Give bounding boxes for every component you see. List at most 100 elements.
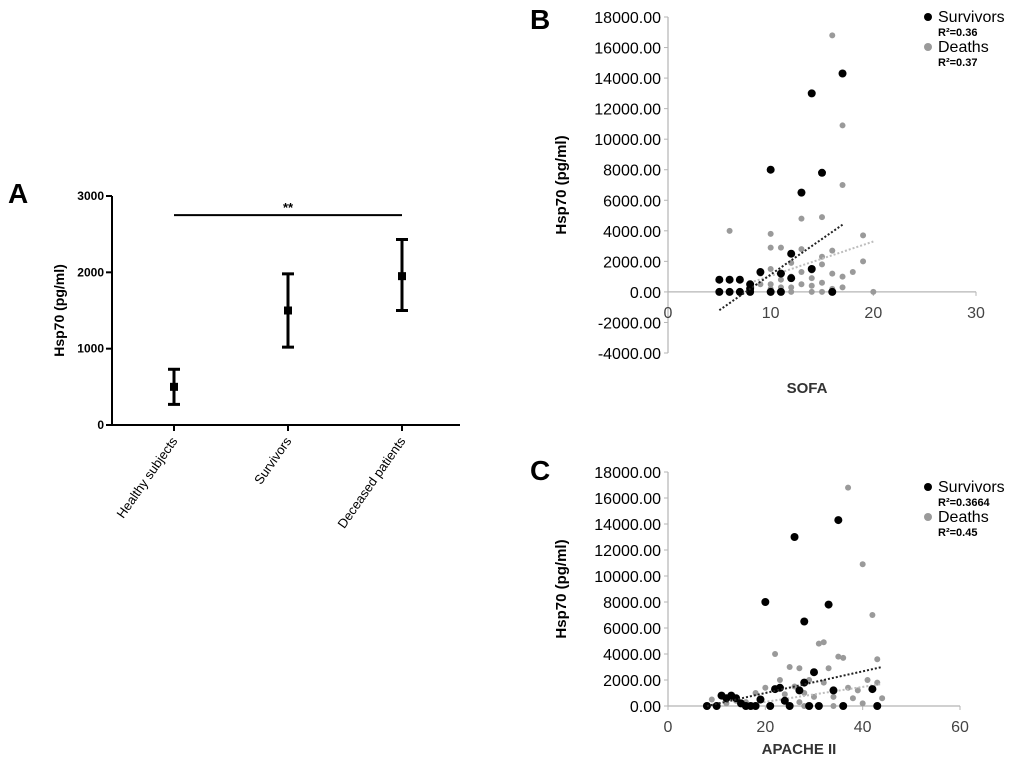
- p1-deaths-point: [870, 288, 877, 295]
- p2-survivors-point: [839, 702, 848, 710]
- p1-survivors-point: [787, 274, 796, 283]
- p1-survivors-point: [725, 287, 734, 296]
- p1-deaths-point: [726, 227, 733, 234]
- p1-survivors-point: [735, 287, 744, 296]
- p1-deaths-point: [829, 270, 836, 277]
- p2-survivors-point: [775, 683, 784, 692]
- p1-survivors-point: [766, 165, 775, 174]
- p1-legend-r2-deaths: R²=0.37: [938, 57, 977, 69]
- p1-y-tick-label: 6000.00: [603, 193, 661, 210]
- p2-deaths-point: [869, 612, 876, 618]
- p1-y-tick-label: 10000.00: [594, 132, 661, 149]
- p1-x-axis-title: SOFA: [787, 380, 828, 397]
- p1-survivors-point: [735, 275, 744, 284]
- p1-deaths-point: [808, 288, 815, 295]
- p1-survivors-point: [797, 188, 806, 197]
- p2-survivors-point: [780, 696, 789, 705]
- p2-deaths-point: [781, 691, 788, 698]
- p1-y-tick-label: 2000.00: [603, 254, 661, 271]
- p1-y-tick-label: -2000.00: [598, 315, 661, 332]
- p1-y-tick-label: 16000.00: [594, 41, 661, 58]
- p2-deaths-point: [776, 677, 783, 683]
- p2-legend-r2-survivors: R²=0.3664: [938, 497, 991, 509]
- p1-survivors-point: [828, 287, 837, 296]
- p2-y-tick-label: 2000.00: [603, 673, 661, 690]
- p2-x-axis-title: APACHE II: [762, 741, 837, 758]
- p1-survivors-point: [807, 265, 816, 273]
- p1-legend-r2-survivors: R²=0.36: [938, 27, 977, 39]
- p1-deaths-point: [860, 258, 867, 265]
- p1-deaths-point: [808, 282, 815, 289]
- p1-survivors-point: [776, 269, 785, 278]
- p1-y-tick-label: 8000.00: [603, 163, 661, 180]
- p1-survivors-trendline: [718, 223, 844, 312]
- p2-y-tick-label: 14000.00: [594, 517, 661, 534]
- p1-deaths-point: [829, 247, 836, 254]
- p2-survivors-point: [761, 598, 770, 606]
- a-x-tick-label: Deceased patients: [334, 434, 408, 531]
- p1-deaths-point: [839, 284, 846, 291]
- p1-legend-label-survivors: Survivors: [938, 9, 1005, 26]
- p2-survivors-point: [756, 695, 765, 704]
- p2-x-tick-label: 20: [756, 719, 774, 736]
- p1-y-tick-label: 18000.00: [594, 10, 661, 27]
- p1-deaths-point: [767, 244, 774, 251]
- a-y-tick-label: 0: [97, 418, 104, 432]
- p2-survivors-point: [790, 533, 799, 541]
- p2-deaths-point: [859, 700, 866, 707]
- p2-deaths-point: [786, 664, 793, 670]
- p2-deaths-point: [830, 693, 837, 700]
- p2-y-tick-label: 8000.00: [603, 595, 661, 612]
- p1-x-tick-label: 0: [664, 305, 673, 322]
- p1-deaths-point: [849, 269, 856, 276]
- p2-deaths-point: [825, 665, 832, 672]
- p2-deaths-point: [796, 699, 803, 706]
- p2-survivors-point: [834, 516, 843, 525]
- p2-deaths-point: [845, 484, 852, 491]
- p1-y-tick-label: 12000.00: [594, 102, 661, 119]
- a-x-tick-label: Survivors: [251, 434, 295, 487]
- p2-deaths-point: [835, 653, 842, 660]
- p1-survivors-point: [715, 287, 724, 296]
- a-mean-marker: [398, 272, 406, 281]
- p1-deaths-point: [767, 230, 774, 237]
- p1-y-tick-label: -4000.00: [598, 346, 661, 363]
- p1-legend-marker-survivors: [924, 13, 932, 21]
- p2-survivors-point: [712, 702, 721, 710]
- p1-deaths-point: [860, 232, 867, 239]
- a-y-tick-label: 3000: [77, 189, 104, 203]
- p2-y-tick-label: 6000.00: [603, 621, 661, 638]
- a-x-tick-label: Healthy subjects: [113, 434, 180, 521]
- p2-deaths-point: [874, 656, 881, 663]
- p1-deaths-point: [819, 261, 825, 268]
- p1-deaths-point: [777, 244, 784, 251]
- p1-deaths-point: [777, 276, 784, 283]
- a-y-axis-title: Hsp70 (pg/ml): [51, 264, 67, 357]
- a-significance-label: **: [283, 200, 294, 215]
- p2-deaths-trendline: [755, 682, 883, 705]
- p1-legend-label-deaths: Deaths: [938, 39, 989, 56]
- p1-survivors-point: [776, 287, 785, 296]
- panel-label-c: C: [530, 455, 551, 486]
- p2-deaths-point: [864, 677, 871, 683]
- p1-y-tick-label: 4000.00: [603, 224, 661, 241]
- p1-deaths-point: [819, 288, 825, 295]
- p2-y-axis-title: Hsp70 (pg/ml): [553, 539, 570, 638]
- p2-survivors-point: [795, 686, 804, 695]
- p1-deaths-point: [798, 246, 805, 253]
- p1-deaths-point: [839, 122, 846, 129]
- p1-deaths-point: [798, 215, 805, 222]
- p1-deaths-point: [829, 32, 836, 39]
- p1-y-axis-title: Hsp70 (pg/ml): [553, 135, 570, 234]
- p2-survivors-point: [766, 702, 775, 710]
- p2-survivors-point: [868, 685, 877, 694]
- p2-legend-marker-survivors: [924, 483, 932, 491]
- p1-survivors-point: [807, 89, 816, 98]
- p1-survivors-point: [715, 275, 724, 284]
- p2-survivors-point: [829, 686, 838, 695]
- p1-deaths-point: [839, 273, 846, 280]
- p2-survivors-point: [805, 702, 814, 710]
- a-y-tick-label: 2000: [77, 265, 104, 279]
- p1-x-tick-label: 10: [762, 305, 780, 322]
